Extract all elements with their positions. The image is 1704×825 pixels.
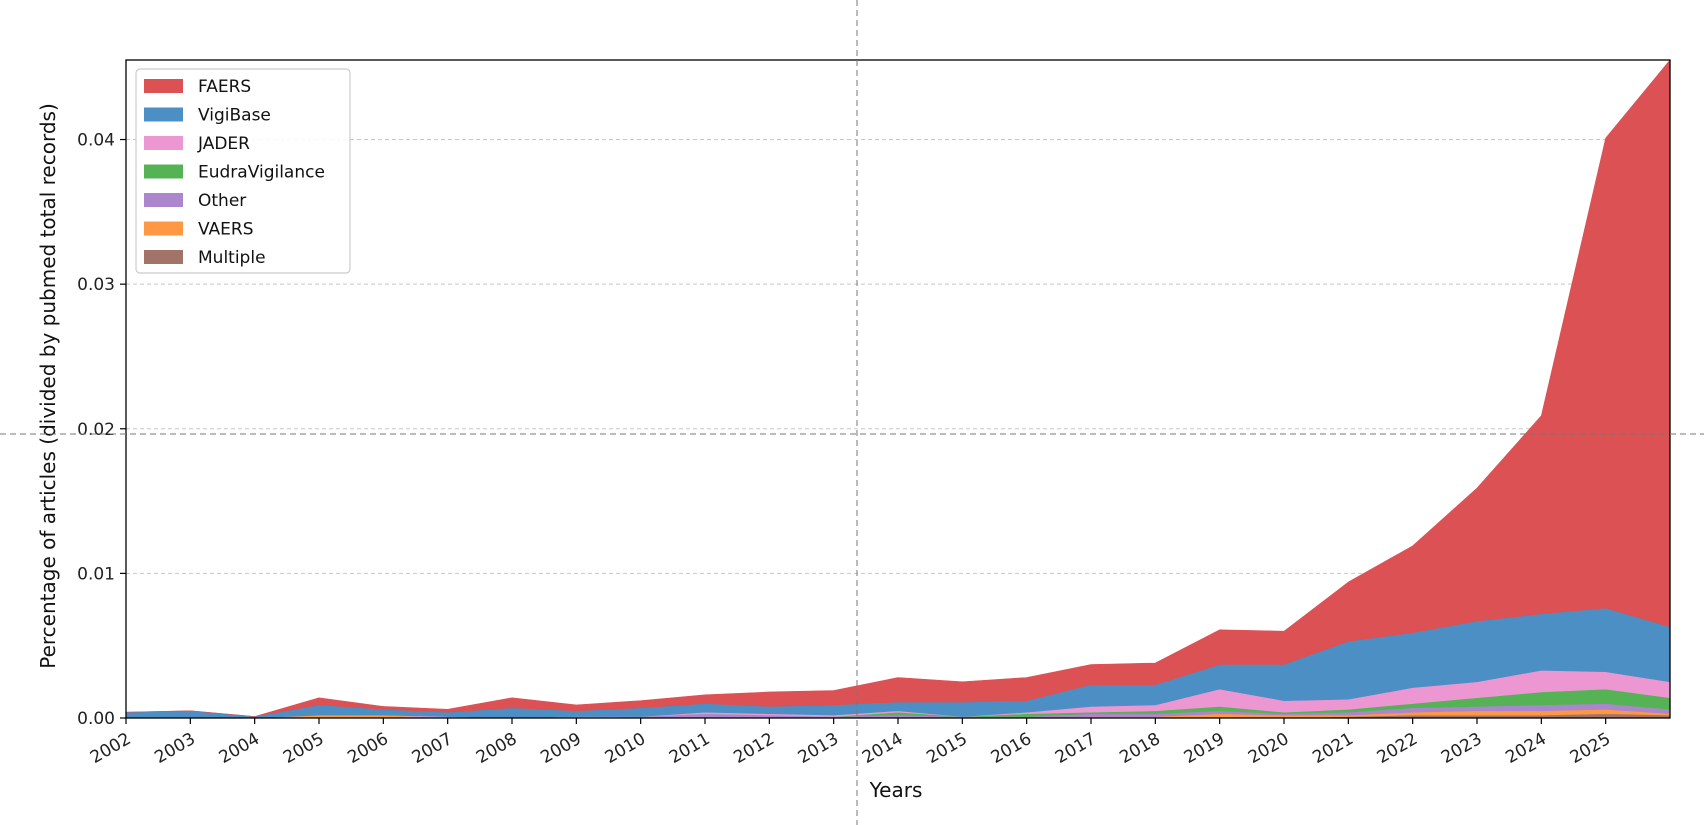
- legend-label: Multiple: [198, 248, 266, 268]
- y-axis-title: Percentage of articles (divided by pubme…: [36, 103, 60, 669]
- x-tick-label: 2025: [1567, 729, 1614, 768]
- x-tick-label: 2024: [1502, 729, 1549, 768]
- x-axis-title: Years: [869, 778, 923, 802]
- legend-label: EudraVigilance: [198, 163, 325, 183]
- y-axis: 0.00 0.01 0.02 0.03 0.04: [77, 131, 126, 729]
- x-tick-label: 2016: [988, 729, 1035, 768]
- x-tick-label: 2020: [1245, 729, 1292, 768]
- x-tick-label: 2003: [151, 729, 198, 768]
- x-tick-label: 2007: [409, 729, 456, 768]
- x-tick-label: 2005: [280, 729, 327, 768]
- x-tick-label: 2015: [923, 729, 970, 768]
- x-tick-label: 2018: [1116, 729, 1163, 768]
- x-tick-label: 2008: [473, 729, 520, 768]
- legend-label: Other: [198, 191, 246, 211]
- area-faers: [125, 59, 1671, 717]
- x-tick-label: 2012: [730, 729, 777, 768]
- y-tick-label: 0.02: [77, 420, 115, 440]
- y-tick-label: 0.03: [77, 275, 115, 295]
- x-tick-label: 2009: [537, 729, 584, 768]
- legend-box: [135, 68, 351, 274]
- x-tick-label: 2011: [666, 729, 713, 768]
- x-tick-label: 2023: [1438, 729, 1485, 768]
- legend-swatch: [144, 107, 183, 122]
- area-layer: [125, 59, 1671, 719]
- grid-layer: [126, 139, 1670, 574]
- x-tick-label: 2010: [602, 729, 649, 768]
- legend: FAERS VigiBase JADER EudraVigilance Other VAE…: [135, 68, 351, 274]
- legend-swatch: [144, 164, 183, 179]
- legend-label: VigiBase: [198, 106, 271, 126]
- x-axis: 2002 2003 2004 2005 2006 2007 2008 2009 2010 2011…: [87, 718, 1614, 768]
- legend-swatch: [144, 79, 183, 93]
- x-tick-label: 2004: [216, 729, 263, 768]
- legend-label: FAERS: [198, 77, 251, 97]
- legend-label: VAERS: [198, 220, 254, 240]
- x-tick-label: 2002: [87, 729, 134, 768]
- x-tick-label: 2022: [1374, 729, 1421, 768]
- x-tick-label: 2006: [344, 729, 391, 768]
- x-tick-label: 2013: [795, 729, 842, 768]
- y-tick-label: 0.00: [77, 709, 115, 729]
- legend-swatch: [144, 250, 183, 264]
- legend-swatch: [144, 193, 183, 207]
- y-tick-label: 0.01: [77, 564, 115, 584]
- x-tick-label: 2019: [1181, 729, 1228, 768]
- legend-label: JADER: [197, 134, 250, 154]
- legend-swatch: [144, 221, 183, 236]
- x-tick-label: 2017: [1052, 729, 1099, 768]
- legend-swatch: [144, 136, 183, 150]
- y-tick-label: 0.04: [77, 131, 115, 151]
- x-tick-label: 2021: [1309, 729, 1356, 768]
- x-tick-label: 2014: [859, 729, 906, 768]
